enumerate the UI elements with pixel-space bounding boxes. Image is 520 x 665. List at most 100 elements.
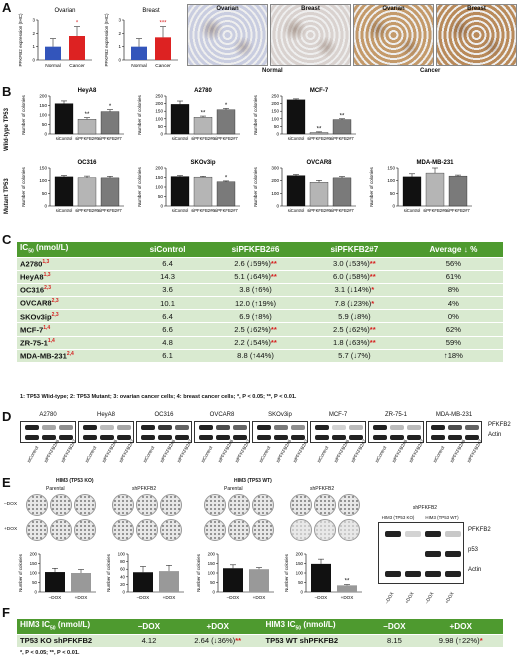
pfkfb2-band — [390, 425, 404, 430]
ic50-average: 0% — [403, 309, 503, 324]
colony-chart-ovcar8: OVCAR8 Number of colonies 0 100 200 300 siCont… — [253, 160, 356, 213]
sirna7-star: ** — [369, 259, 376, 269]
ihc-tick-label: 1 — [32, 44, 35, 49]
micrograph-label: Ovarian — [382, 6, 405, 12]
actin-band — [141, 435, 155, 440]
colony-bar-star: ** — [345, 579, 350, 585]
blot-lane-label: siControl — [258, 445, 272, 464]
colony-subgroup-label: Parental — [46, 486, 65, 492]
blot-cell-label: MDA-MB-231 — [435, 412, 473, 418]
colony-bar-ylabel: Number of colonies — [196, 553, 201, 592]
cell-line-name: OVCAR8 — [20, 298, 52, 308]
ic50-cell-line: MDA-MB-2312,4 — [17, 349, 129, 364]
him3-wt-dox: 9.98 (↑22%)* — [418, 634, 503, 648]
cell-line-name: ZR-75-1 — [20, 338, 48, 348]
sirna7-star: * — [371, 298, 375, 308]
colony-bar-tick-label: 80 — [120, 559, 125, 564]
colony-bar-chart-0: Number of colonies 0 50 100 150 200 –DOX +DOX — [18, 552, 96, 600]
micrograph-label: Breast — [301, 6, 320, 12]
blot-cell-label: SKOv3ip — [268, 412, 292, 418]
colony-category-label: siPFKFB2#7 — [214, 208, 238, 213]
ic50-sirna7: 2.5 (↓62%)** — [304, 322, 404, 337]
cell-line-superscript: 1,3 — [43, 272, 51, 279]
blot-box-mda-mb-231 — [426, 421, 482, 443]
colony-dish — [252, 494, 274, 516]
ihc-tick-label: 2 — [118, 31, 121, 36]
sirna7-value: 5.9 (↓8%) — [338, 311, 371, 321]
ihc-tick-label: 3 — [118, 18, 121, 23]
him3-header-ic50-wt: HIM3 IC50 (nmol/L) — [262, 619, 371, 635]
colony-dish — [136, 519, 158, 541]
ihc-significance-star: *** — [159, 21, 167, 27]
colony-bar-category: –DOX — [315, 595, 328, 600]
sirna6-value: 6.9 (↑8%) — [239, 311, 272, 321]
panelB-colony-charts: HeyA8 Number of colonies 0 50 100 150 200 siCon… — [21, 88, 472, 213]
colony-bar — [216, 181, 236, 207]
cell-line-superscript: 1,3 — [42, 258, 50, 265]
colony-bar-category: –DOX — [137, 595, 150, 600]
micrograph-cancer-ovarian: Ovarian — [353, 4, 434, 66]
colony-bar-tick-label: 50 — [298, 580, 303, 585]
him3-table-row: TP53 KO shPFKFB2 4.12 2.64 (↓36%)** TP53… — [17, 634, 503, 648]
average-value: 59% — [445, 338, 461, 348]
him3-header-dox-ko: +DOX — [172, 619, 263, 635]
him3-table-header: HIM3 IC50 (nmol/L) –DOX +DOX HIM3 IC50 (… — [17, 619, 503, 635]
average-value: 56% — [445, 259, 461, 269]
colony-chart-title: MDA-MB-231 — [416, 160, 454, 166]
sirna6-value: 5.1 (↓64%) — [234, 272, 271, 282]
ic50-row: OC3162,3 3.6 3.8 (↑6%) 3.1 (↓14%)* 8% — [17, 283, 503, 298]
actin-band — [175, 435, 189, 440]
ic50-sirna7: 5.9 (↓8%) — [304, 309, 404, 324]
colony-tick-label: 50 — [42, 122, 48, 127]
blot-lane-label: siControl — [84, 445, 98, 464]
colony-bar-tick-label: 40 — [120, 574, 125, 579]
colony-category-label: siPFKFB2#7 — [98, 208, 122, 213]
colony-tick-label: 100 — [39, 113, 47, 118]
header-ic50: IC50 (nmol/L) — [17, 242, 129, 258]
colony-category-label: siControl — [404, 208, 421, 213]
ihc-tick-label: 0 — [118, 58, 121, 63]
ic50-row: SKOv3ip2,3 6.4 6.9 (↑8%) 5.9 (↓8%) 0% — [17, 309, 503, 324]
pfkfb2-band — [315, 425, 329, 430]
panel-letter-a: A — [2, 0, 12, 15]
actin-band — [431, 435, 445, 440]
him3-protein-label: Actin — [468, 567, 482, 573]
panel-letter-c: C — [2, 232, 12, 247]
ic50-sirna7: 7.8 (↓23%)* — [304, 296, 404, 311]
colony-chart-heya8: HeyA8 Number of colonies 0 50 100 150 200 siCon… — [21, 88, 124, 141]
ic50-cell-line: OVCAR82,3 — [17, 296, 129, 311]
sicontrol-value: 6.4 — [162, 259, 173, 269]
colony-bar — [100, 177, 120, 207]
ic50-sicontrol: 6.4 — [129, 309, 207, 324]
pfkfb2-band — [25, 425, 39, 430]
actin-band — [465, 435, 479, 440]
colony-bar — [332, 177, 352, 207]
ihc-bar-normal — [45, 46, 61, 60]
him3-ko-label: TP53 KO shPFKFB2 — [17, 634, 125, 648]
sirna7-value: 2.5 (↓62%) — [333, 325, 370, 335]
colony-category-label: siPFKFB2#6 — [307, 136, 331, 141]
header-sicontrol: siControl — [129, 242, 207, 258]
pfkfb2-band — [100, 425, 114, 430]
colony-subgroup-label: shPFKFB2 — [132, 486, 157, 492]
pfkfb2-band — [233, 425, 247, 430]
actin-band — [274, 435, 288, 440]
sirna6-value: 2.6 (↓59%) — [234, 259, 271, 269]
colony-significance-star: ** — [85, 112, 90, 118]
colony-bar — [193, 176, 213, 207]
ic50-sirna7: 3.0 (↓53%)** — [304, 257, 404, 271]
ic50-sirna6: 2.5 (↓62%)** — [206, 322, 305, 337]
colony-category-label: siPFKFB2#6 — [75, 208, 99, 213]
sicontrol-value: 3.6 — [162, 285, 173, 295]
colony-dots — [51, 495, 71, 515]
colony-bar-ylabel: Number of colonies — [284, 553, 289, 592]
cell-line-name: HeyA8 — [20, 272, 44, 282]
colony-category-label: siPFKFB2#6 — [191, 136, 215, 141]
colony-tick-label: 50 — [274, 124, 280, 129]
colony-dots — [315, 520, 335, 540]
colony-chart-ylabel: Number of colonies — [253, 95, 258, 135]
colony-bar-category: –DOX — [227, 595, 240, 600]
colony-tick-label: 200 — [271, 178, 279, 183]
colony-dots — [75, 520, 95, 540]
him3-band — [405, 571, 421, 577]
